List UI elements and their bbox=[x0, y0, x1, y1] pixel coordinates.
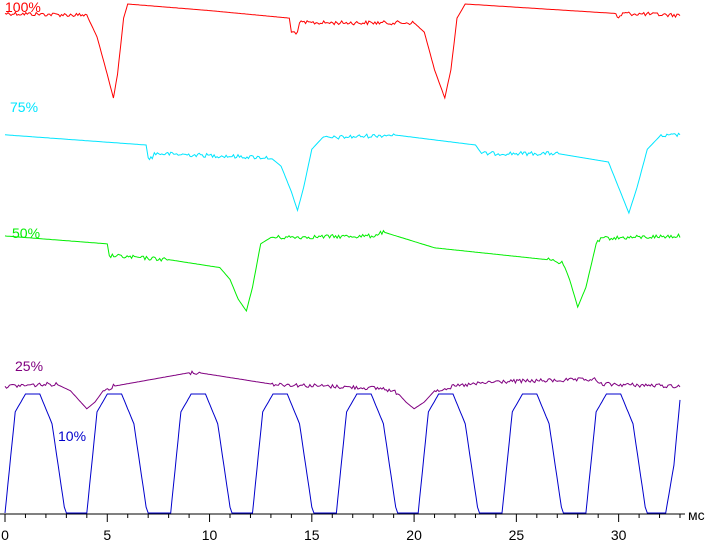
series-line-25pct bbox=[4, 370, 681, 410]
x-tick-label: 10 bbox=[202, 527, 218, 542]
series-layer bbox=[4, 3, 681, 514]
x-tick-label: 15 bbox=[304, 527, 320, 542]
x-tick-label: 0 bbox=[1, 527, 9, 542]
series-line-75pct bbox=[4, 132, 681, 215]
x-tick-label: 30 bbox=[611, 527, 627, 542]
series-line-10pct bbox=[4, 393, 681, 514]
series-label-75pct: 75% bbox=[10, 99, 38, 115]
series-label-layer: 100% 75% 50% 25% 10% bbox=[5, 0, 86, 444]
series-label-10pct: 10% bbox=[58, 428, 86, 444]
series-label-50pct: 50% bbox=[12, 225, 40, 241]
series-label-100pct: 100% bbox=[5, 0, 41, 15]
x-tick-label: 20 bbox=[406, 527, 422, 542]
series-line-100pct bbox=[4, 3, 681, 100]
x-axis: мс 0 5 10 15 20 25 30 bbox=[0, 507, 705, 542]
series-label-25pct: 25% bbox=[15, 358, 43, 374]
x-axis-unit-label: мс bbox=[688, 507, 705, 523]
series-line-50pct bbox=[4, 229, 681, 313]
x-tick-label: 25 bbox=[509, 527, 525, 542]
x-tick-label: 5 bbox=[103, 527, 111, 542]
